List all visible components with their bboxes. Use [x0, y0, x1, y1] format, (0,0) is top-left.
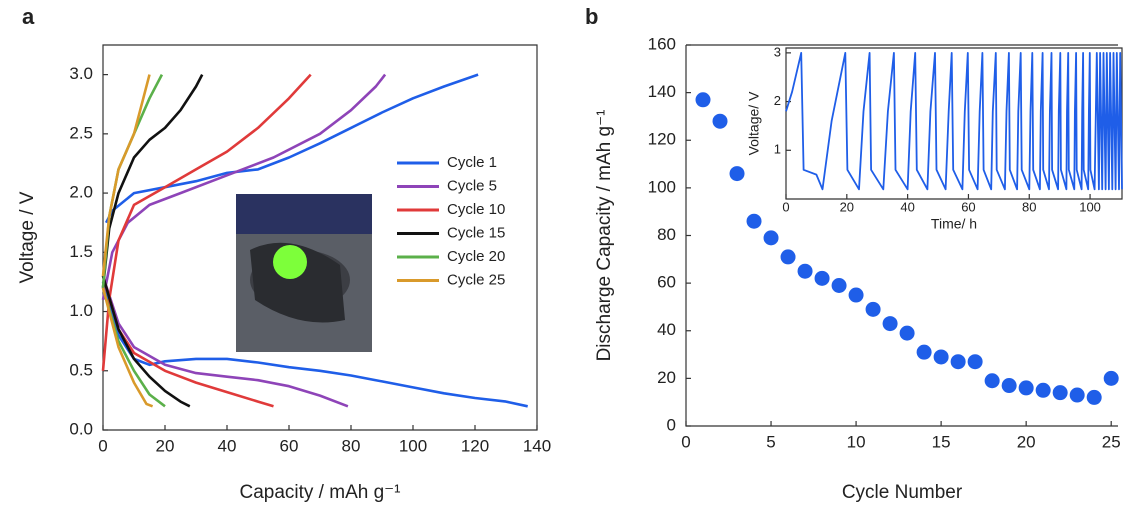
legend-label: Cycle 5 — [447, 177, 497, 194]
x-tick-label: 0 — [98, 436, 107, 455]
panel-label: a — [22, 4, 35, 29]
x-tick-label: 60 — [280, 436, 299, 455]
x-tick-label: 0 — [782, 199, 789, 214]
y-tick-label: 2.5 — [69, 123, 93, 142]
inset-photo — [236, 194, 372, 352]
data-point — [1035, 382, 1051, 398]
data-point — [950, 354, 966, 370]
y-tick-label: 60 — [657, 273, 676, 292]
legend-label: Cycle 20 — [447, 248, 505, 265]
y-tick-label: 3.0 — [69, 64, 93, 83]
y-tick-label: 0 — [667, 415, 676, 434]
data-point — [916, 344, 932, 360]
x-tick-label: 25 — [1102, 432, 1121, 451]
x-tick-label: 20 — [1017, 432, 1036, 451]
x-axis-label: Time/ h — [931, 216, 977, 232]
y-axis-label: Discharge Capacity / mAh g⁻¹ — [594, 110, 615, 362]
data-point — [848, 287, 864, 303]
data-point — [865, 301, 881, 317]
x-axis-label: Capacity / mAh g⁻¹ — [239, 482, 400, 503]
data-point — [1086, 389, 1102, 405]
x-tick-label: 20 — [840, 199, 854, 214]
x-tick-label: 15 — [932, 432, 951, 451]
data-point — [814, 270, 830, 286]
data-line — [785, 52, 1123, 191]
y-tick-label: 0.5 — [69, 360, 93, 379]
y-tick-label: 1 — [774, 142, 781, 157]
data-point — [1103, 370, 1119, 386]
y-tick-label: 80 — [657, 225, 676, 244]
data-point — [712, 113, 728, 129]
y-tick-label: 1.5 — [69, 242, 93, 261]
x-tick-label: 40 — [218, 436, 237, 455]
data-point — [695, 92, 711, 108]
y-tick-label: 120 — [648, 130, 676, 149]
data-point — [729, 166, 745, 182]
y-tick-label: 100 — [648, 177, 676, 196]
y-tick-label: 140 — [648, 82, 676, 101]
panel: 0 20 40 60 80 100 1 2 3 Time/ h Voltage/ V — [746, 44, 1123, 232]
x-tick-label: 80 — [342, 436, 361, 455]
x-tick-label: 100 — [1079, 199, 1101, 214]
x-tick-label: 80 — [1022, 199, 1036, 214]
data-point — [967, 354, 983, 370]
data-point — [933, 349, 949, 365]
data-point — [763, 230, 779, 246]
data-line — [101, 73, 528, 408]
inset-background — [786, 48, 1122, 199]
y-axis-label: Voltage / V — [17, 191, 38, 283]
y-tick-label: 3 — [774, 44, 781, 59]
panel-label: b — [585, 4, 598, 29]
data-point — [797, 263, 813, 279]
y-tick-label: 160 — [648, 34, 676, 53]
data-line — [101, 73, 204, 408]
data-point — [882, 316, 898, 332]
x-tick-label: 140 — [523, 436, 551, 455]
x-tick-label: 120 — [461, 436, 489, 455]
y-tick-label: 2.0 — [69, 183, 93, 202]
data-point — [780, 249, 796, 265]
legend-label: Cycle 1 — [447, 154, 497, 171]
x-tick-label: 100 — [399, 436, 427, 455]
data-point — [831, 278, 847, 294]
y-tick-label: 2 — [774, 93, 781, 108]
legend-label: Cycle 25 — [447, 271, 505, 288]
x-tick-label: 0 — [681, 432, 690, 451]
y-tick-label: 1.0 — [69, 301, 93, 320]
y-tick-label: 40 — [657, 320, 676, 339]
axis-frame — [785, 47, 1123, 200]
data-point — [1052, 385, 1068, 401]
data-point — [1069, 387, 1085, 403]
x-tick-label: 10 — [847, 432, 866, 451]
x-tick-label: 20 — [156, 436, 175, 455]
y-axis-label: Voltage/ V — [746, 91, 762, 155]
data-point — [746, 213, 762, 229]
y-tick-label: 0.0 — [69, 419, 93, 438]
legend-label: Cycle 15 — [447, 224, 505, 241]
data-point — [1001, 378, 1017, 394]
x-tick-label: 40 — [900, 199, 914, 214]
data-point — [1018, 380, 1034, 396]
x-tick-label: 5 — [766, 432, 775, 451]
data-line — [101, 74, 154, 408]
legend-label: Cycle 10 — [447, 201, 505, 218]
x-axis-label: Cycle Number — [842, 482, 963, 503]
data-point — [984, 373, 1000, 389]
data-point — [899, 325, 915, 341]
y-tick-label: 20 — [657, 368, 676, 387]
panel: 0 20 40 60 80 100 120 140 0.0 0.5 1.0 1.5 2.0 2.5 3.0 C… — [17, 4, 551, 503]
x-tick-label: 60 — [961, 199, 975, 214]
